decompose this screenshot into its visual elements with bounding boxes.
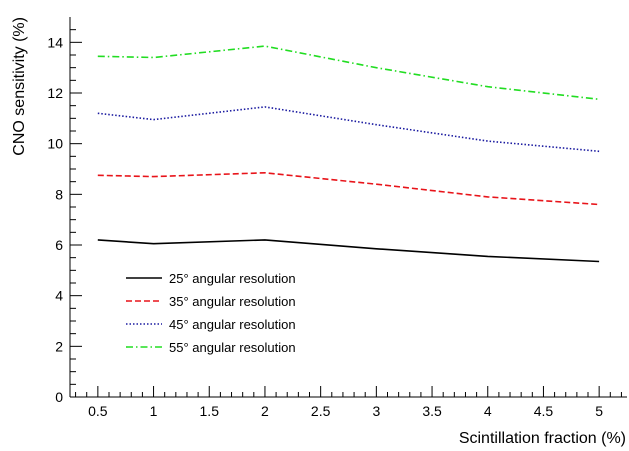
x-tick-label: 2 xyxy=(261,403,269,419)
legend: 25° angular resolution 35° angular resolu… xyxy=(126,271,296,355)
x-tick-label: 1 xyxy=(150,403,158,419)
x-tick-labels: 0.5 1 1.5 2 2.5 3 3.5 4 4.5 5 xyxy=(88,403,603,419)
legend-label-2: 35° angular resolution xyxy=(169,294,296,309)
x-tick-label: 3 xyxy=(372,403,380,419)
x-tick-label: 2.5 xyxy=(311,403,331,419)
series-line-4 xyxy=(97,45,600,101)
legend-label-1: 25° angular resolution xyxy=(169,271,296,286)
x-tick-label: 1.5 xyxy=(200,403,220,419)
y-tick-label: 6 xyxy=(55,237,63,253)
y-axis-title: CNO sensitivity (%) xyxy=(11,17,28,156)
y-tick-label: 12 xyxy=(47,85,63,101)
y-tick-label: 8 xyxy=(55,186,63,202)
x-tick-label: 5 xyxy=(595,403,603,419)
x-tick-label: 4 xyxy=(484,403,492,419)
y-tick-labels: 0 2 4 6 8 10 12 14 xyxy=(47,34,63,405)
x-tick-label: 3.5 xyxy=(422,403,442,419)
y-tick-label: 0 xyxy=(55,389,63,405)
series-line-1 xyxy=(97,239,600,263)
series-lines xyxy=(97,45,600,263)
x-tick-label: 0.5 xyxy=(88,403,108,419)
y-tick-label: 2 xyxy=(55,338,63,354)
axis-ticks xyxy=(70,29,622,398)
series-line-3 xyxy=(97,106,600,153)
y-tick-label: 10 xyxy=(47,136,63,152)
series-line-2 xyxy=(97,171,600,206)
x-tick-label: 4.5 xyxy=(534,403,554,419)
legend-label-4: 55° angular resolution xyxy=(169,340,296,355)
x-axis-title: Scintillation fraction (%) xyxy=(459,430,626,447)
legend-label-3: 45° angular resolution xyxy=(169,317,296,332)
y-tick-label: 4 xyxy=(55,288,63,304)
y-tick-label: 14 xyxy=(47,34,63,50)
